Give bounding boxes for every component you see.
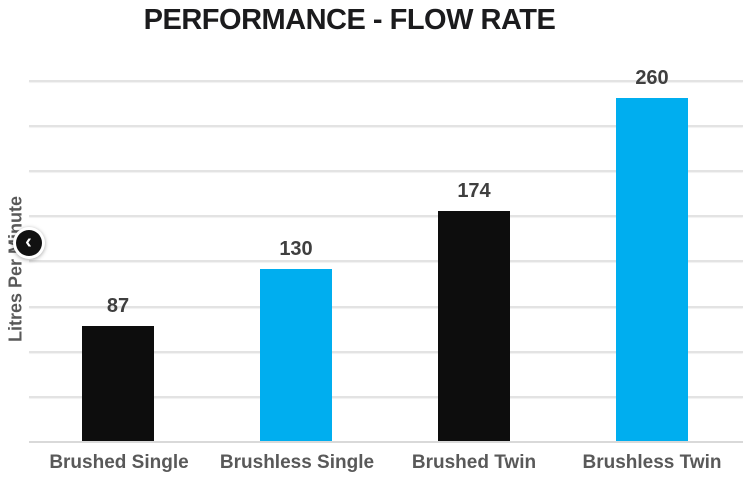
gridline: [29, 351, 743, 353]
plot-area: 87 130 174 260: [29, 60, 743, 443]
x-axis-label-brushless-twin: Brushless Twin: [582, 452, 722, 473]
bar-group-brushed-twin: 174: [438, 60, 510, 443]
x-axis-line: [29, 441, 743, 443]
gridline: [29, 260, 743, 262]
y-axis-title: Litres Per Minute: [5, 195, 26, 343]
bar-group-brushed-single: 87: [82, 60, 154, 443]
bar-value-label: 260: [635, 66, 669, 89]
bar-brushed-twin: [438, 211, 510, 441]
carousel-prev-button[interactable]: ‹: [13, 227, 45, 259]
chart-title: PERFORMANCE - FLOW RATE: [143, 4, 556, 36]
bar-brushless-twin: [616, 97, 688, 441]
x-axis-label-brushless-single: Brushless Single: [219, 452, 375, 473]
bar-brushless-single: [260, 269, 332, 441]
carousel-prev-circle: ‹: [16, 230, 42, 256]
x-axis-label-brushed-single: Brushed Single: [49, 452, 189, 473]
bar-brushed-single: [82, 326, 154, 441]
x-axis-label-brushed-twin: Brushed Twin: [411, 452, 537, 473]
gridline: [29, 125, 743, 127]
bar-group-brushless-twin: 260: [616, 60, 688, 443]
gridline: [29, 396, 743, 398]
chevron-left-icon: ‹: [25, 230, 32, 253]
gridline: [29, 215, 743, 217]
gridline: [29, 80, 743, 82]
gridline: [29, 306, 743, 308]
x-axis-labels: Brushed Single Brushless Single Brushed …: [0, 452, 743, 482]
gridline: [29, 170, 743, 172]
bar-group-brushless-single: 130: [260, 60, 332, 443]
bar-value-label: 130: [279, 238, 313, 261]
bar-value-label: 87: [106, 295, 130, 318]
bar-value-label: 174: [457, 180, 491, 203]
